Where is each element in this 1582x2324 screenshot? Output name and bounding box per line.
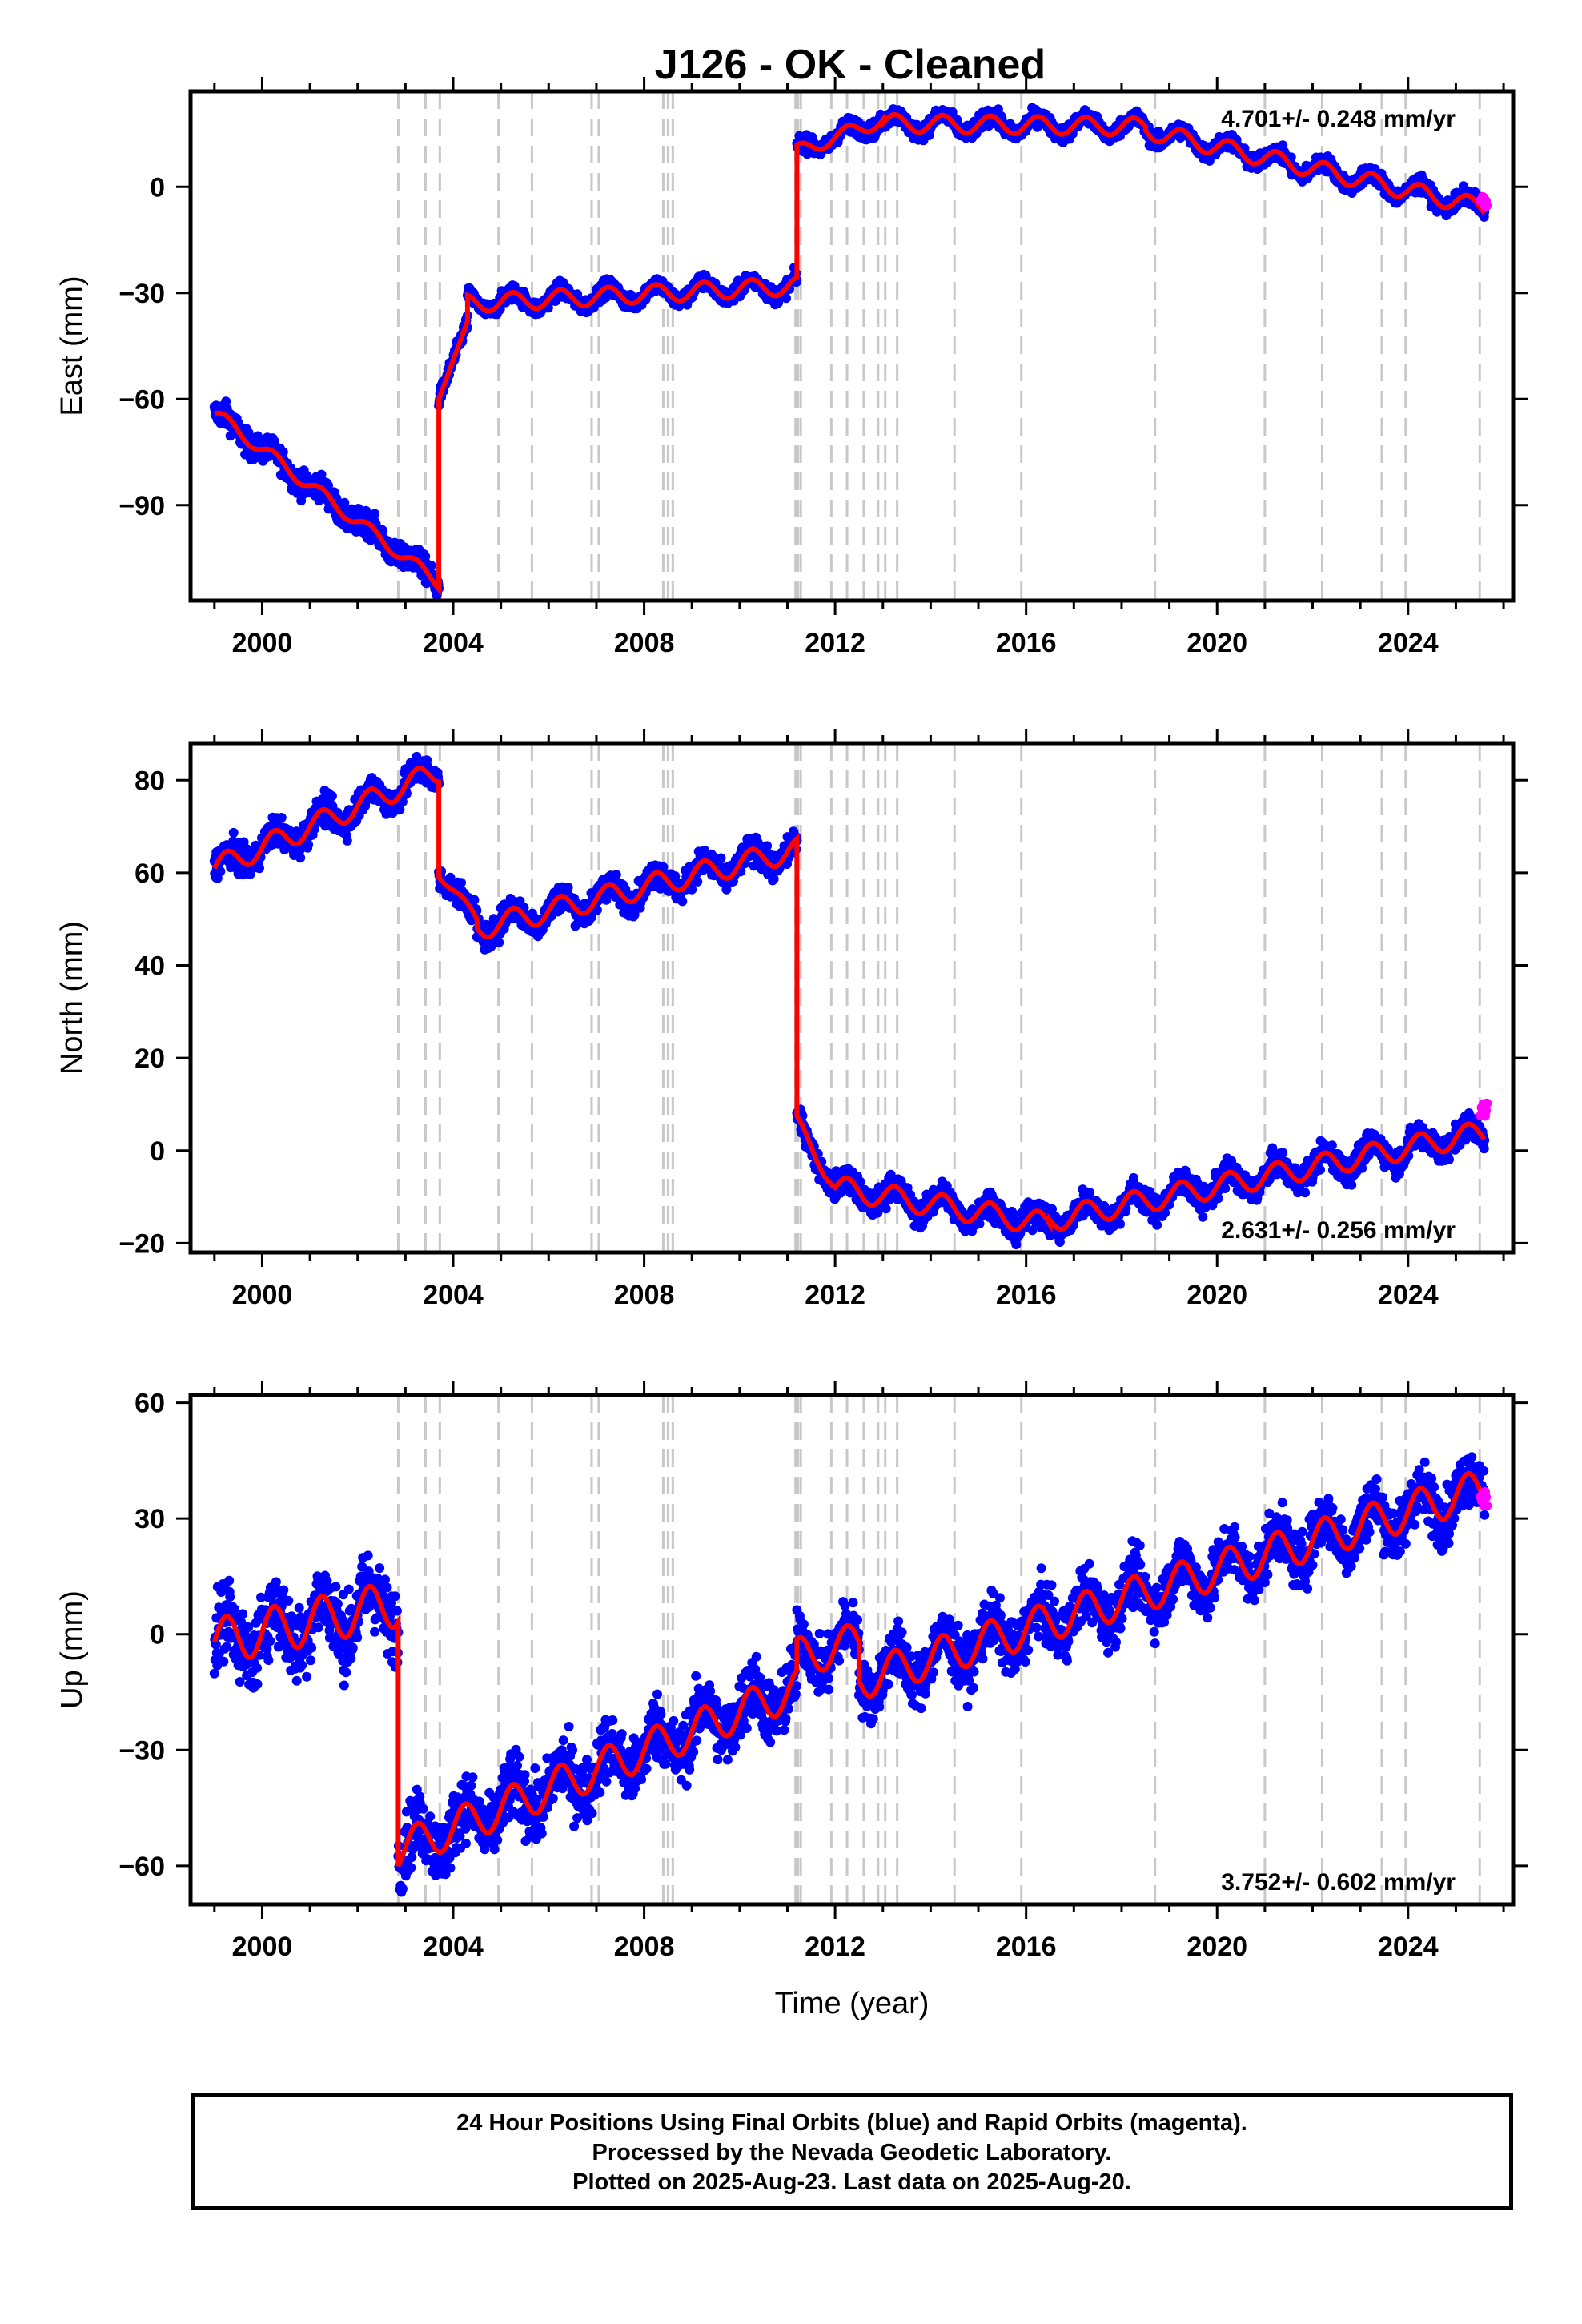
y-tick-label: 0 — [150, 172, 165, 203]
y-axis-label: East (mm) — [55, 275, 89, 416]
data-point — [278, 447, 288, 457]
data-point — [342, 835, 352, 846]
data-point — [215, 866, 226, 877]
data-point — [924, 131, 934, 140]
data-layer — [209, 743, 1492, 1252]
data-point — [563, 883, 573, 893]
panel-north: 2000 2004 2008 2012 2016 2020 2024806040200−20… — [55, 729, 1528, 1310]
data-point — [228, 827, 239, 838]
y-tick-label: −30 — [118, 279, 165, 309]
x-tick-label: 2012 — [805, 628, 865, 658]
data-point — [426, 561, 436, 571]
velocity-label: 4.701+/- 0.248 mm/yr — [1221, 106, 1456, 132]
data-point — [611, 870, 621, 880]
data-point — [687, 884, 697, 895]
data-point — [295, 853, 306, 863]
data-point — [339, 497, 350, 508]
x-tick-label: 2016 — [996, 628, 1057, 658]
y-tick-label: −60 — [118, 384, 165, 415]
rapid-point — [1482, 200, 1492, 211]
data-point — [762, 841, 773, 851]
model-line — [214, 111, 1487, 596]
data-point — [677, 896, 688, 907]
x-tick-label: 2008 — [614, 628, 675, 658]
data-point — [781, 293, 791, 304]
panels-group: 2000 2004 2008 2012 2016 2020 2024 0 −30 −60 −90 Ea… — [55, 77, 1528, 2020]
chart-title: J126 - OK - Cleaned — [655, 42, 1046, 88]
data-point — [245, 869, 255, 879]
x-tick-label: 2000 — [232, 628, 293, 658]
data-layer — [209, 91, 1492, 601]
plot-frame — [188, 89, 1516, 603]
x-tick-label: 2004 — [423, 628, 484, 658]
data-point — [370, 509, 380, 519]
x-tick-label: 2024 — [1378, 628, 1439, 658]
data-point — [494, 937, 504, 947]
data-point — [221, 396, 231, 407]
data-point — [276, 813, 287, 822]
data-point — [327, 791, 337, 801]
data-point — [469, 895, 480, 905]
panel-east: 2000 2004 2008 2012 2016 2020 2024 0 −30 −60 −90 Ea… — [55, 77, 1528, 658]
x-tick-label: 2020 — [1186, 628, 1247, 658]
data-point — [323, 480, 333, 491]
y-tick-label: −90 — [118, 491, 165, 521]
data-point — [716, 853, 726, 863]
data-point — [769, 874, 779, 884]
data-point — [693, 876, 703, 887]
data-point — [361, 505, 371, 516]
data-point — [255, 863, 264, 874]
data-point — [303, 839, 314, 850]
data-point — [377, 525, 387, 535]
